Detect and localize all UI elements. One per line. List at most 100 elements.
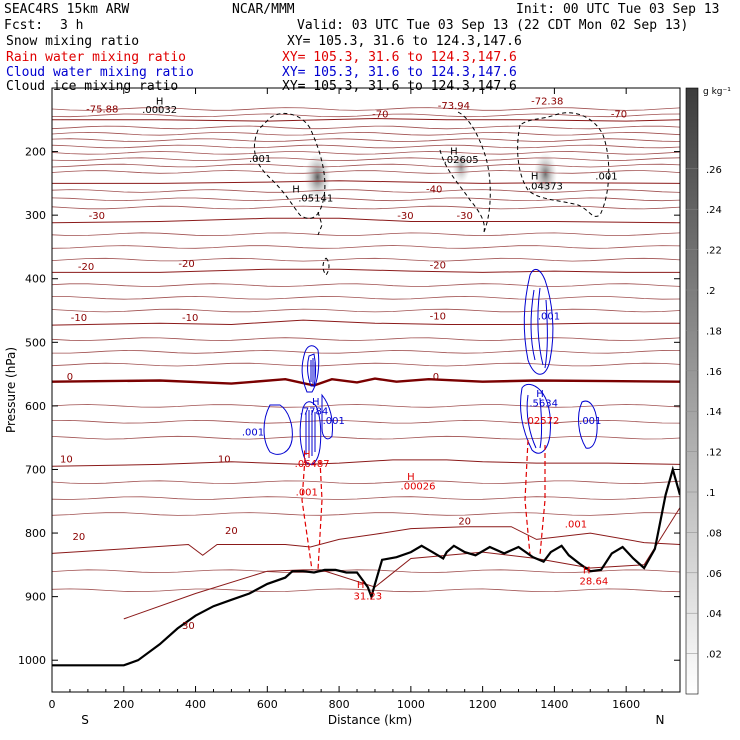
ice-snow-shading — [155, 100, 558, 201]
cloud-water-left-lower-2 — [305, 410, 316, 458]
field-label-cloud-water: Cloud water mixing ratio — [6, 65, 194, 80]
colorbar: g kg⁻¹ .02 .04 .06 .08 .1 .12 .14 .16 .18 .2 .22 .2… — [685, 87, 731, 695]
x-tick-label-0: 0 — [49, 698, 56, 711]
cloud-water-left-core-2 — [307, 353, 316, 387]
contour-label-10: H — [292, 184, 300, 195]
field-xy-cloud-ice: XY= 105.3, 31.6 to 124.3,147.6 — [282, 79, 517, 94]
contour-label-51: 30 — [182, 621, 195, 632]
cloud-water-left-side-2 — [321, 393, 333, 440]
isotherm-4 — [52, 319, 680, 326]
cloud-water-left-core — [301, 345, 320, 393]
y-tick-label-1: 300 — [25, 209, 46, 222]
contour-label-1: H — [156, 97, 164, 108]
x-tick-label-4: 800 — [329, 698, 350, 711]
colorbar-tick-label-8: .18 — [706, 326, 722, 337]
cloud-water-contours — [263, 268, 598, 465]
colorbar-tick-label-3: .08 — [706, 528, 722, 539]
y-tick-label-3: 500 — [25, 336, 46, 349]
x-axis-label: Distance (km) — [328, 713, 412, 727]
contour-label-21: -20 — [430, 261, 446, 272]
contour-label-34: .001 — [323, 416, 345, 427]
cloud-water-left-lower — [299, 401, 322, 465]
contour-label-2: .00032 — [142, 105, 177, 116]
shading-max-3 — [155, 100, 165, 118]
contour-label-9: .02605 — [444, 155, 479, 166]
y-tick-label-2: 400 — [25, 273, 46, 286]
contour-label-14: .001 — [595, 172, 617, 183]
x-tick-label-6: 1200 — [469, 698, 497, 711]
isotherm-7 — [52, 180, 680, 184]
y-tick-label-5: 700 — [25, 463, 46, 476]
isotherm-extra-22 — [52, 404, 680, 408]
isotherm-extra-6 — [52, 151, 680, 155]
contour-label-44: 20 — [225, 526, 238, 537]
colorbar-tick-label-11: .24 — [706, 205, 722, 216]
org-name: NCAR/MMM — [232, 2, 295, 17]
contour-label-27: 0 — [433, 372, 439, 383]
contour-label-23: -10 — [182, 313, 198, 324]
contour-label-30: H — [536, 389, 544, 400]
isotherm-extra-5 — [52, 144, 680, 149]
contour-label-42: .001 — [296, 488, 318, 499]
isotherm-extra-7 — [52, 157, 680, 162]
contour-label-0: -75.88 — [86, 104, 118, 115]
isotherm-extra-26 — [52, 496, 680, 500]
isotherm-1 — [52, 526, 680, 556]
contour-label-17: -30 — [397, 211, 413, 222]
contour-label-26: 0 — [67, 372, 73, 383]
isotherm-extra-18 — [52, 308, 680, 313]
isotherm-0 — [123, 507, 680, 620]
contour-label-19: -20 — [78, 262, 94, 273]
contour-label-7: .001 — [249, 154, 271, 165]
contour-label-6: -70 — [611, 109, 627, 120]
isotherm-extra-19 — [52, 337, 680, 341]
y-axis-label: Pressure (hPa) — [4, 347, 18, 433]
isotherm-8 — [52, 117, 680, 122]
contour-label-36: H — [303, 450, 311, 461]
isotherm-extra-4 — [52, 138, 680, 142]
contour-label-15: -40 — [426, 184, 442, 195]
fcst-label: Fcst: — [4, 18, 44, 33]
isotherm-extra-10 — [52, 189, 680, 193]
isotherm-extra-23 — [52, 419, 680, 424]
x-tick-label-8: 1600 — [612, 698, 640, 711]
contour-label-5: -72.38 — [531, 97, 563, 108]
contour-label-35: .001 — [579, 416, 601, 427]
snow-contour-middle — [439, 111, 491, 233]
isotherm-extra-3 — [52, 131, 680, 136]
contour-label-4: -73.94 — [438, 101, 470, 112]
x-axis: 0 200 400 600 800 1000 1200 1400 1600 — [49, 88, 663, 711]
contour-label-32: .02572 — [524, 416, 559, 427]
isotherm-extra-9 — [52, 170, 680, 174]
isotherm-extra-1 — [52, 113, 680, 118]
south-label: S — [81, 713, 89, 727]
snow-contours — [254, 111, 610, 276]
isotherm-extra-27 — [52, 512, 680, 516]
snow-contour-left-tail — [317, 211, 323, 236]
contour-label-25: .001 — [538, 312, 560, 323]
contour-label-47: H — [583, 565, 591, 576]
init-time: Init: 00 UTC Tue 03 Sep 13 — [516, 2, 720, 17]
x-tick-label-2: 400 — [185, 698, 206, 711]
north-label: N — [656, 713, 665, 727]
isotherm-extra-0 — [52, 107, 680, 111]
contour-label-13: .04373 — [528, 181, 563, 192]
isotherm-extra-28 — [52, 569, 680, 574]
isotherm-5 — [52, 268, 680, 273]
colorbar-tick-label-1: .04 — [706, 609, 722, 620]
valid-time: Valid: 03 UTC Tue 03 Sep 13 (22 CDT Mon … — [297, 18, 689, 33]
colorbar-tick-label-9: .2 — [706, 286, 716, 297]
y-tick-label-6: 800 — [25, 527, 46, 540]
x-tick-label-5: 1000 — [397, 698, 425, 711]
isotherm-2 — [52, 459, 680, 467]
contour-label-33: .001 — [242, 427, 264, 438]
isotherm-extra-2 — [52, 125, 680, 130]
contour-label-37: .06487 — [295, 459, 330, 470]
field-label-cloud-ice: Cloud ice mixing ratio — [6, 79, 179, 94]
isotherm-extra-21 — [52, 362, 680, 367]
contour-label-31: .5634 — [529, 399, 558, 410]
contour-label-48: 28.64 — [580, 577, 609, 588]
field-xy-cloud-water: XY= 105.3, 31.6 to 124.3,147.6 — [282, 65, 517, 80]
contour-label-22: -10 — [71, 313, 87, 324]
isotherm-extra-29 — [52, 588, 680, 593]
